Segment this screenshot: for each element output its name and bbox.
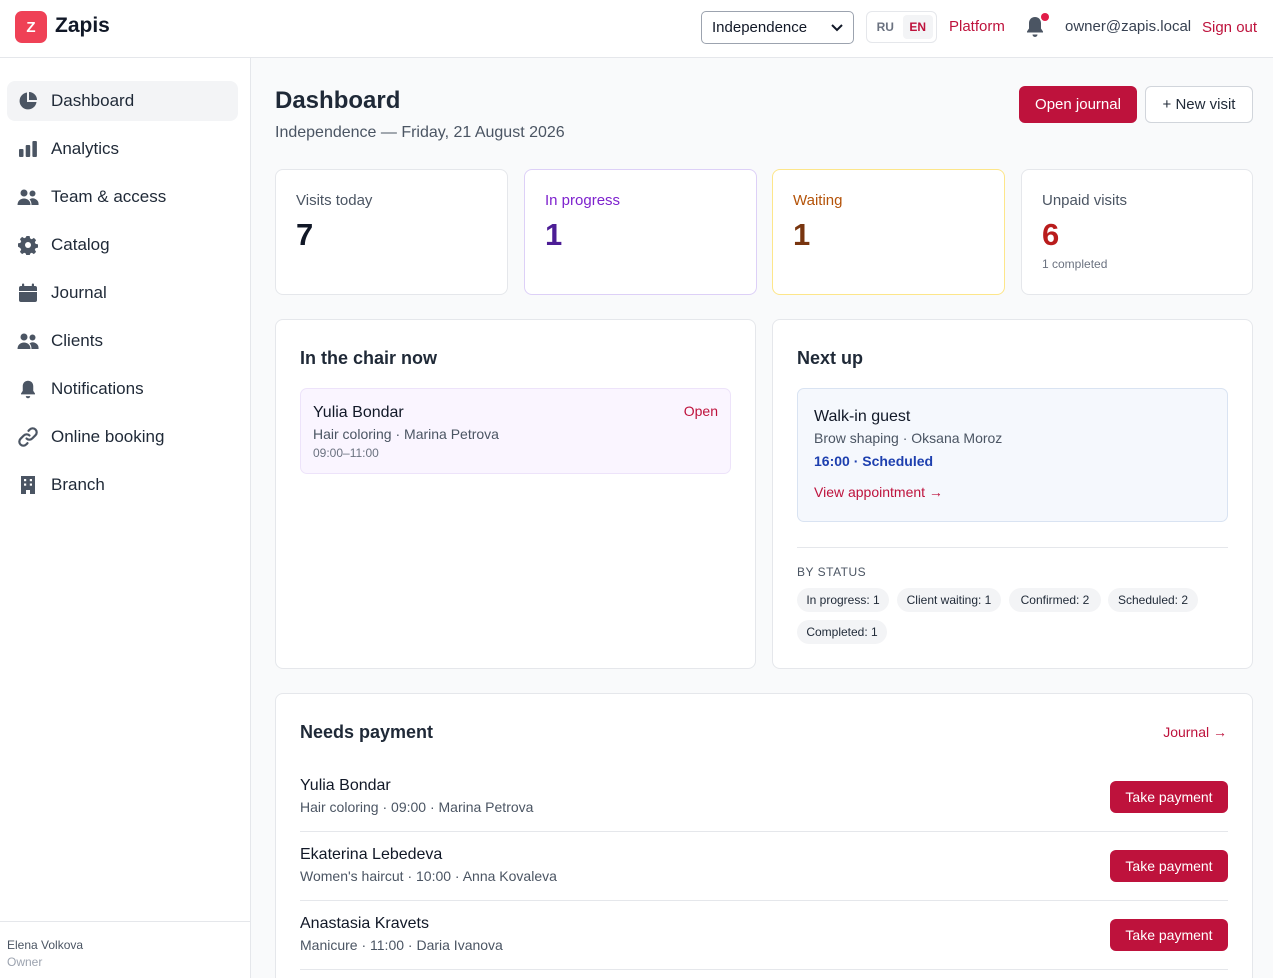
client-name: Yulia Bondar <box>313 404 404 421</box>
stat-label: Waiting <box>793 192 843 209</box>
pie-chart-icon <box>17 90 39 112</box>
stat-unpaid-visits: Unpaid visits 6 1 completed <box>1021 169 1253 295</box>
service-detail: Hair coloring · Marina Petrova <box>313 426 499 442</box>
language-switch: RU EN <box>866 11 937 43</box>
stat-sub: 1 completed <box>1042 257 1108 271</box>
sidebar-item-catalog[interactable]: Catalog <box>7 225 238 265</box>
payment-row: Ekaterina Lebedeva Women's haircut · 10:… <box>300 832 1228 901</box>
sidebar-item-clients[interactable]: Clients <box>7 321 238 361</box>
page-subtitle: Independence — Friday, 21 August 2026 <box>275 124 565 141</box>
sidebar-item-label: Dashboard <box>51 91 135 110</box>
take-payment-button[interactable]: Take payment <box>1110 850 1228 882</box>
take-payment-button[interactable]: Take payment <box>1110 919 1228 951</box>
view-appointment-link[interactable]: View appointment → <box>814 484 943 500</box>
sidebar-user: Elena Volkova Owner <box>0 921 250 978</box>
lang-en-button[interactable]: EN <box>902 15 933 39</box>
stat-value: 1 <box>793 217 811 252</box>
chair-item[interactable]: Yulia Bondar Hair coloring · Marina Petr… <box>300 388 731 474</box>
open-link[interactable]: Open <box>683 403 718 419</box>
building-icon <box>17 474 39 496</box>
chair-title: In the chair now <box>300 348 438 368</box>
client-name: Yulia Bondar <box>300 777 391 794</box>
appointment-status: 16:00 · Scheduled <box>814 453 934 469</box>
bell-icon <box>17 378 39 400</box>
stat-visits-today: Visits today 7 <box>275 169 508 295</box>
user-name: Elena Volkova <box>7 938 84 952</box>
stat-value: 1 <box>545 217 563 252</box>
sidebar-item-analytics[interactable]: Analytics <box>7 129 238 169</box>
stat-label: In progress <box>545 192 621 209</box>
journal-link[interactable]: Journal → <box>1163 724 1227 740</box>
client-name: Walk-in guest <box>814 408 911 425</box>
bell-icon[interactable] <box>1025 15 1047 41</box>
status-chip: In progress: 1 <box>797 588 889 612</box>
status-chip: Confirmed: 2 <box>1009 588 1101 612</box>
sidebar-item-label: Online booking <box>51 427 165 446</box>
app-name[interactable]: Zapis <box>55 14 110 37</box>
sidebar-item-team-access[interactable]: Team & access <box>7 177 238 217</box>
page-title: Dashboard <box>275 87 401 114</box>
logo-icon[interactable]: Z <box>15 11 47 43</box>
sidebar-item-label: Clients <box>51 331 103 350</box>
new-visit-button[interactable]: + New visit <box>1145 86 1253 123</box>
next-up-card: Next up Walk-in guest Brow shaping · Oks… <box>772 319 1253 669</box>
bar-chart-icon <box>17 138 39 160</box>
payment-row: Yulia Bondar Hair coloring · 09:00 · Mar… <box>300 763 1228 832</box>
lang-ru-button[interactable]: RU <box>876 20 894 34</box>
stat-label: Visits today <box>296 192 373 209</box>
link-icon <box>17 426 39 448</box>
sidebar-item-label: Team & access <box>51 187 167 206</box>
needs-payment-card: Needs payment Journal → Yulia Bondar Hai… <box>275 693 1253 978</box>
needs-payment-title: Needs payment <box>300 722 434 742</box>
client-name: Anastasia Kravets <box>300 915 429 932</box>
service-detail: Brow shaping · Oksana Moroz <box>814 430 1003 446</box>
calendar-icon <box>17 282 39 304</box>
top-bar: Z Zapis Independence RU EN Platform owne… <box>0 0 1273 58</box>
open-journal-button[interactable]: Open journal <box>1019 86 1137 123</box>
platform-link[interactable]: Platform <box>949 18 1005 35</box>
sidebar-item-journal[interactable]: Journal <box>7 273 238 313</box>
users-icon <box>17 186 39 208</box>
status-chip: Client waiting: 1 <box>897 588 1001 612</box>
user-role: Owner <box>7 955 43 969</box>
notification-dot <box>1041 13 1049 21</box>
branch-select[interactable]: Independence <box>701 11 854 44</box>
stat-in-progress: In progress 1 <box>524 169 757 295</box>
sidebar-item-dashboard[interactable]: Dashboard <box>7 81 238 121</box>
sidebar-item-label: Notifications <box>51 379 144 398</box>
visit-time: 09:00–11:00 <box>313 446 379 460</box>
sidebar-item-notifications[interactable]: Notifications <box>7 369 238 409</box>
sidebar-item-online-booking[interactable]: Online booking <box>7 417 238 457</box>
take-payment-button[interactable]: Take payment <box>1110 781 1228 813</box>
sidebar: Dashboard Analytics Team & access Catalo… <box>0 58 251 978</box>
next-appointment: Walk-in guest Brow shaping · Oksana Moro… <box>797 388 1228 522</box>
next-up-title: Next up <box>797 348 864 368</box>
stat-waiting: Waiting 1 <box>772 169 1005 295</box>
branch-select-value: Independence <box>712 19 808 36</box>
status-chip: Completed: 1 <box>797 620 887 644</box>
sign-out-link[interactable]: Sign out <box>1202 19 1258 36</box>
status-chip: Scheduled: 2 <box>1108 588 1198 612</box>
chair-card: In the chair now Yulia Bondar Hair color… <box>275 319 756 669</box>
sidebar-item-branch[interactable]: Branch <box>7 465 238 505</box>
sidebar-item-label: Journal <box>51 283 107 302</box>
divider <box>797 547 1228 548</box>
chevron-down-icon <box>831 21 843 35</box>
by-status-label: BY STATUS <box>797 565 867 579</box>
stat-value: 6 <box>1042 217 1060 252</box>
visit-detail: Manicure · 11:00 · Daria Ivanova <box>300 937 503 953</box>
user-email: owner@zapis.local <box>1065 18 1192 35</box>
sidebar-item-label: Analytics <box>51 139 120 158</box>
payment-row: Anastasia Kravets Manicure · 11:00 · Dar… <box>300 901 1228 970</box>
users-icon <box>17 330 39 352</box>
visit-detail: Hair coloring · 09:00 · Marina Petrova <box>300 799 534 815</box>
sidebar-item-label: Branch <box>51 475 105 494</box>
sidebar-item-label: Catalog <box>51 235 110 254</box>
client-name: Ekaterina Lebedeva <box>300 846 443 863</box>
gear-icon <box>17 234 39 256</box>
stat-value: 7 <box>296 217 314 252</box>
visit-detail: Women's haircut · 10:00 · Anna Kovaleva <box>300 868 557 884</box>
stat-label: Unpaid visits <box>1042 192 1128 209</box>
